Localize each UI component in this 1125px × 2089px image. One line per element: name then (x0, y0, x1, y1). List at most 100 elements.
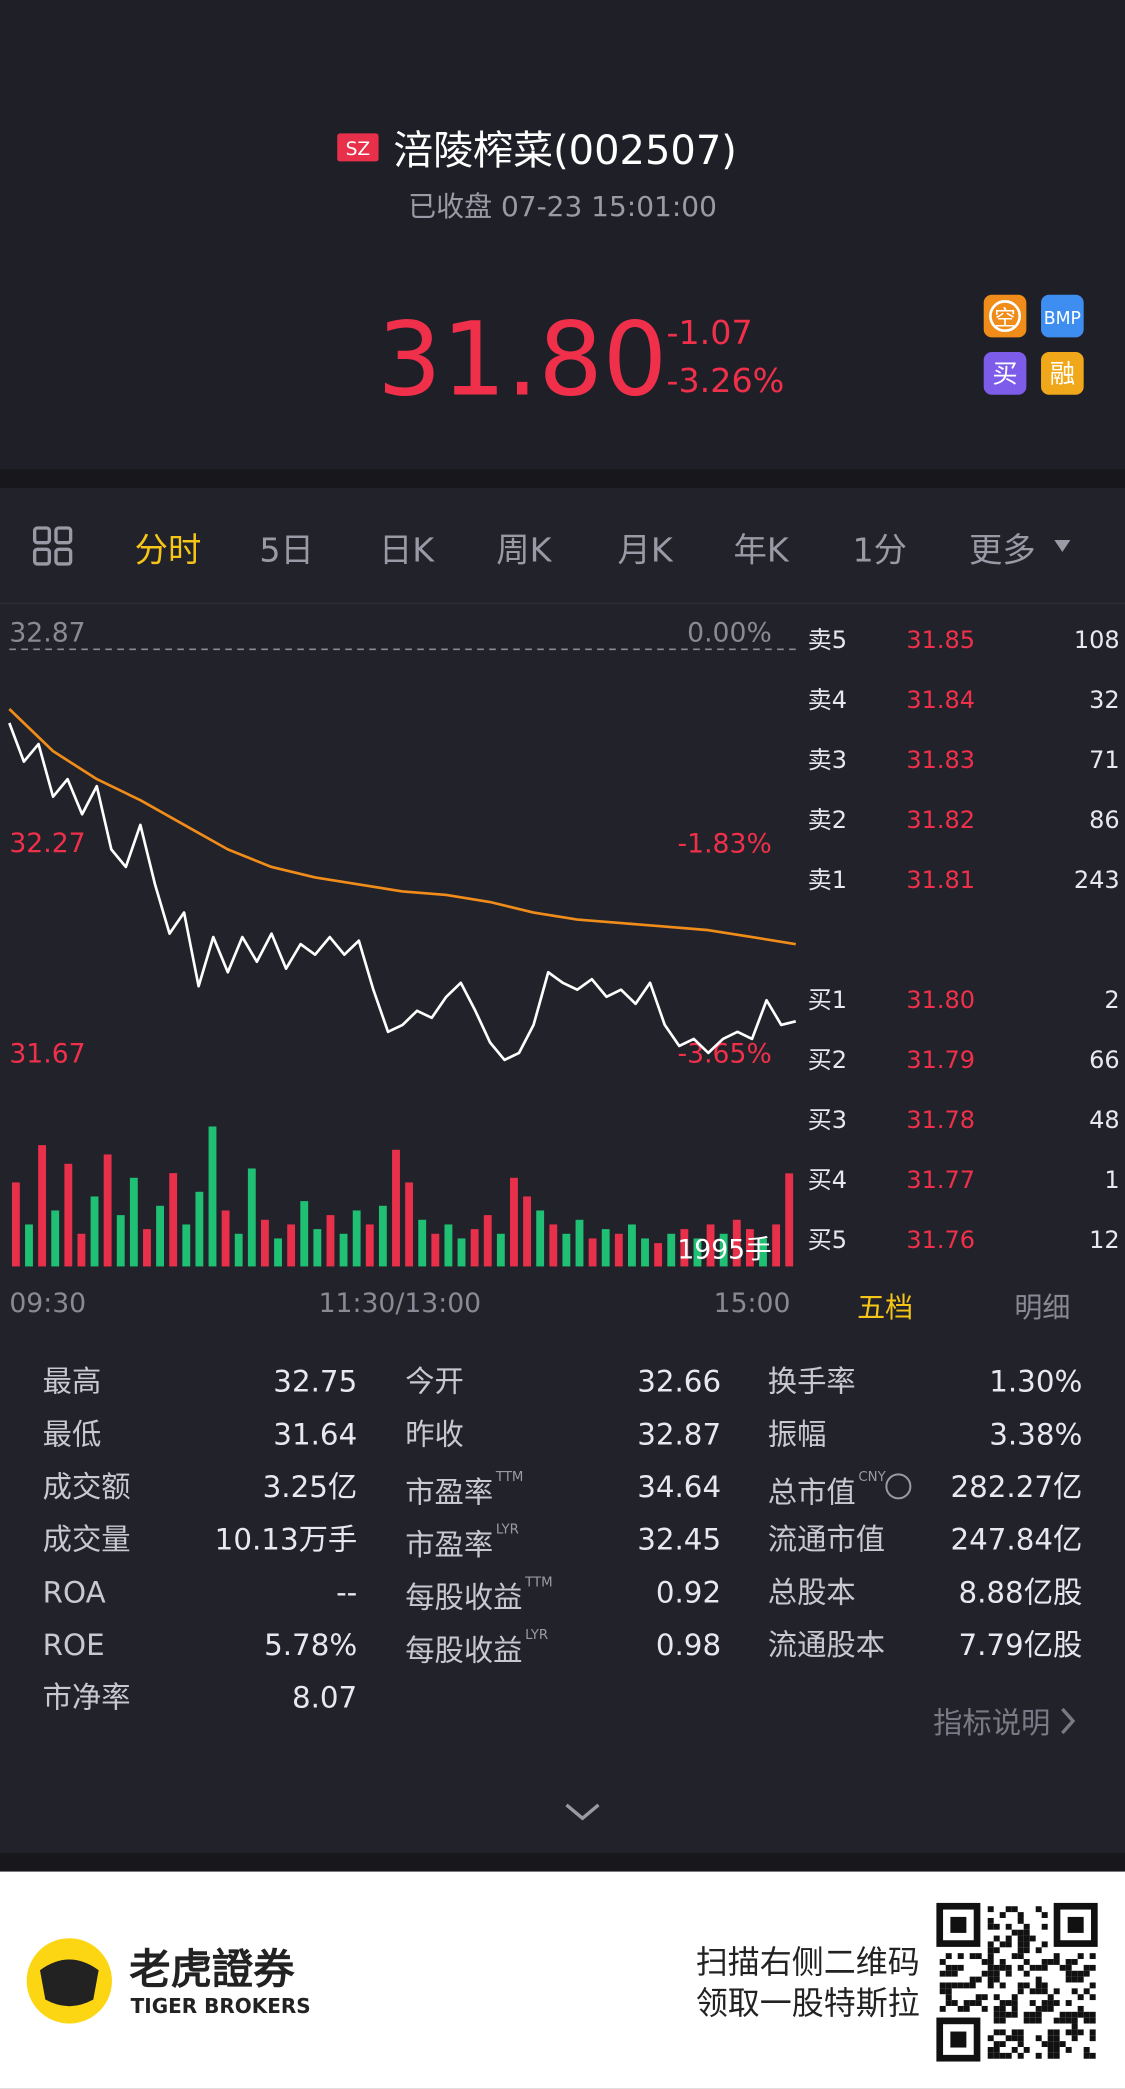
qr-cell (1053, 2000, 1060, 2006)
qr-cell (987, 2035, 994, 2042)
qr-cell (1071, 1988, 1078, 1995)
stat-label: 今开 (405, 1365, 464, 1399)
book-volume: 243 (1074, 866, 1120, 894)
qr-cell (1047, 2041, 1054, 2048)
badge[interactable] (983, 352, 1027, 395)
qr-cell (1059, 1964, 1066, 1971)
y2-tick-label: -1.83% (678, 828, 772, 859)
price-line (8, 722, 797, 1062)
stat-label: 每股收益 (405, 1581, 522, 1615)
volume-bar (143, 1229, 151, 1267)
book-price: 31.85 (906, 626, 975, 654)
volume-bar (274, 1238, 282, 1267)
average-line (8, 708, 796, 946)
qr-cell (1041, 2005, 1048, 2012)
tab[interactable]: 月K (618, 530, 674, 569)
qr-cell (1089, 1953, 1096, 1960)
qr-cell (1035, 2017, 1042, 2024)
book-tab[interactable]: 五档 (857, 1291, 913, 1324)
volume-bar (706, 1224, 715, 1267)
qr-cell (1017, 1988, 1024, 1995)
qr-cell (1041, 1982, 1048, 1989)
volume-bar (614, 1233, 623, 1267)
tab[interactable]: 1分 (852, 530, 907, 569)
stat-label: 成交量 (43, 1523, 131, 1557)
qr-cell (969, 1982, 976, 1989)
qr-cell (993, 2041, 1000, 2048)
stat-value: 7.79亿股 (958, 1628, 1082, 1662)
qr-cell (1005, 2000, 1012, 2006)
volume-bar (588, 1238, 597, 1267)
qr-cell (987, 2047, 994, 2053)
qr-cell (1023, 1929, 1030, 1936)
qr-cell (1023, 2047, 1030, 2053)
qr-cell (981, 1994, 988, 2001)
price: 31.80 (377, 301, 667, 419)
volume-bar (116, 1215, 125, 1267)
status: 已收盘 07-23 15:01:00 (408, 190, 717, 223)
collapse-arrow[interactable] (565, 1803, 600, 1821)
book-tab[interactable]: 明细 (1014, 1291, 1070, 1324)
book-volume: 48 (1089, 1106, 1120, 1134)
qr-cell (1023, 1970, 1030, 1977)
volume-bar (405, 1182, 414, 1267)
book-volume: 108 (1074, 626, 1120, 654)
stat-sup: LYR (525, 1628, 548, 1643)
qr-cell (957, 1964, 964, 1971)
badge[interactable] (1041, 352, 1084, 395)
qr-cell (951, 1982, 958, 1989)
chevron (1061, 1707, 1076, 1735)
promo: 扫描右侧二维码 (696, 1943, 920, 1981)
qr-cell (1029, 1964, 1036, 1971)
qr-cell (1053, 2029, 1060, 2036)
stat-label: ROA (43, 1575, 106, 1609)
qr-cell (1047, 1994, 1054, 2001)
separator (0, 469, 1125, 488)
stat-value: 32.75 (273, 1365, 357, 1399)
book-label: 卖4 (808, 686, 847, 714)
qr-cell (1017, 2052, 1024, 2059)
tab[interactable]: 5日 (259, 530, 314, 569)
qr-cell (993, 1964, 1000, 1971)
tab[interactable]: 分时 (135, 530, 202, 569)
badge[interactable] (1041, 294, 1084, 338)
stat-value: 8.88亿股 (958, 1575, 1082, 1609)
volume-bar (365, 1224, 374, 1267)
volume-bar (759, 1238, 767, 1267)
qr-cell (987, 1976, 994, 1983)
qr-cell (1023, 1935, 1030, 1942)
x-tick-label: 09:30 (9, 1288, 86, 1319)
qr-cell (1041, 1941, 1048, 1948)
qr-cell (1047, 2029, 1054, 2036)
stat-value: 10.13万手 (215, 1523, 358, 1557)
grid-icon[interactable] (32, 526, 73, 566)
market-badge (337, 133, 379, 162)
qr-cell (1011, 1994, 1018, 2001)
qr-cell (1035, 1906, 1042, 1913)
divider (0, 602, 1125, 604)
book-price: 31.78 (906, 1106, 975, 1134)
info-icon[interactable] (885, 1473, 912, 1500)
indicator-link[interactable]: 指标说明 (933, 1706, 1050, 1740)
volume-bar (77, 1233, 86, 1267)
badge-text: 融 (1050, 359, 1075, 389)
tab[interactable]: 年K (734, 530, 790, 569)
tab[interactable]: 周K (496, 530, 552, 569)
qr-cell (939, 1970, 946, 1977)
volume-bar (129, 1177, 138, 1267)
book-price: 31.80 (906, 986, 975, 1014)
tab[interactable]: 日K (379, 530, 435, 569)
qr-cell (1017, 1947, 1024, 1954)
qr-cell (993, 2029, 1000, 2036)
volume-bar (11, 1182, 20, 1267)
qr-cell (1035, 1982, 1042, 1989)
qr-cell (1023, 1947, 1030, 1954)
qr-cell (1041, 1988, 1048, 1995)
stat-value: 32.66 (637, 1365, 721, 1399)
volume-bar (549, 1224, 558, 1267)
qr-cell (1005, 2011, 1012, 2018)
tab[interactable]: 更多 (969, 530, 1036, 569)
qr-cell (999, 2000, 1006, 2006)
qr-cell (987, 1947, 994, 1954)
